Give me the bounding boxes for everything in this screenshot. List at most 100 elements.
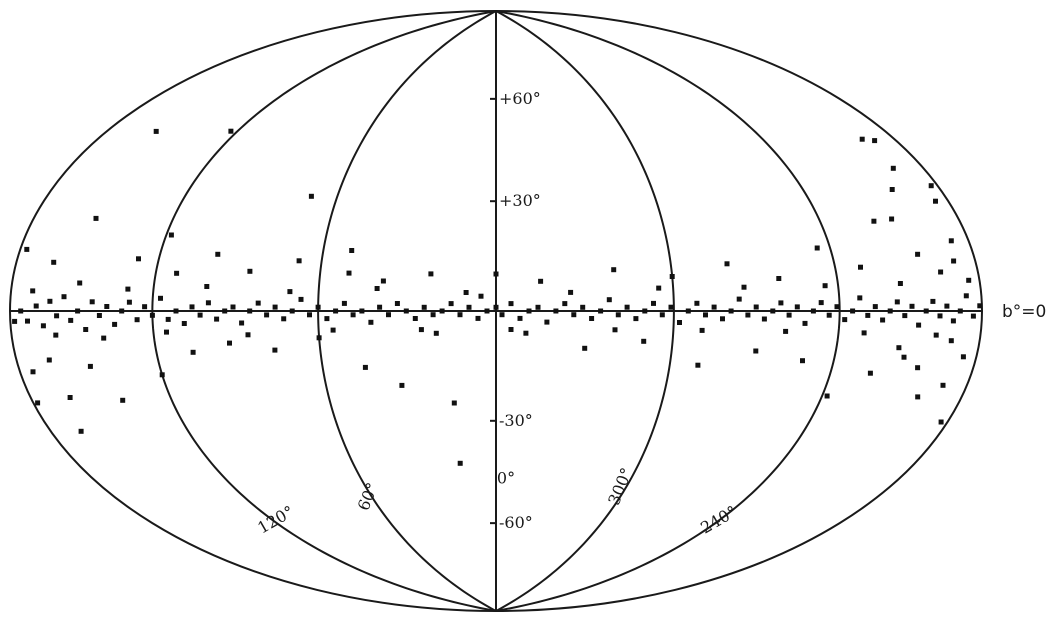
data-point: [668, 304, 674, 310]
data-point: [699, 327, 705, 333]
data-point: [786, 312, 792, 318]
data-point: [624, 304, 630, 310]
data-point: [889, 216, 895, 222]
data-point: [418, 327, 424, 333]
data-point: [181, 321, 187, 326]
data-point: [770, 308, 776, 314]
data-point: [783, 328, 789, 334]
data-point: [173, 308, 179, 314]
data-point: [826, 312, 832, 318]
data-point: [568, 289, 574, 295]
data-point: [255, 300, 261, 306]
data-point: [685, 308, 691, 314]
data-point: [960, 354, 966, 360]
data-point: [204, 284, 210, 289]
data-point: [880, 317, 886, 323]
data-point: [957, 308, 963, 314]
data-point: [508, 301, 514, 307]
data-point: [380, 278, 386, 284]
data-point: [205, 300, 211, 306]
data-point: [35, 400, 41, 406]
data-point: [493, 271, 499, 277]
data-point: [451, 400, 457, 406]
data-point: [887, 308, 893, 314]
data-point: [938, 419, 944, 425]
data-point: [30, 369, 36, 375]
data-point: [104, 304, 110, 309]
data-points: [12, 128, 983, 466]
data-point: [272, 304, 278, 310]
coordinate-grid: [9, 10, 983, 612]
data-point: [119, 308, 125, 314]
data-point: [222, 308, 228, 314]
data-point: [582, 345, 588, 351]
data-point: [948, 338, 954, 344]
data-point: [78, 428, 84, 434]
data-point: [448, 301, 454, 307]
data-point: [189, 304, 195, 310]
data-point: [394, 301, 400, 306]
data-point: [67, 395, 73, 400]
data-point: [901, 354, 907, 360]
data-point: [745, 312, 751, 318]
data-point: [850, 308, 856, 314]
data-point: [281, 316, 287, 322]
data-point: [728, 308, 734, 314]
data-point: [694, 300, 700, 306]
data-point: [508, 327, 514, 332]
data-point: [125, 286, 131, 292]
data-point: [872, 138, 878, 144]
data-point: [120, 397, 126, 403]
data-point: [428, 271, 434, 277]
data-point: [703, 312, 708, 318]
data-point: [54, 313, 60, 319]
data-point: [47, 298, 53, 304]
data-point: [18, 308, 24, 314]
data-point: [615, 312, 621, 318]
data-point: [316, 335, 322, 341]
data-point: [33, 303, 39, 309]
data-point: [264, 312, 270, 318]
data-point: [937, 313, 943, 319]
data-point: [12, 318, 18, 324]
data-point: [800, 358, 805, 364]
lat-label: +60°: [499, 89, 541, 108]
data-point: [834, 304, 840, 310]
data-point: [230, 304, 236, 310]
data-point: [51, 259, 57, 265]
data-point: [598, 308, 604, 314]
data-point: [61, 294, 67, 300]
data-point: [736, 296, 742, 302]
data-point: [896, 345, 902, 351]
data-point: [287, 289, 293, 295]
data-point: [93, 215, 99, 221]
lat-label: -30°: [499, 411, 533, 430]
data-point: [915, 394, 921, 400]
data-point: [753, 304, 759, 310]
data-point: [897, 281, 903, 286]
data-point: [68, 317, 74, 323]
data-point: [101, 335, 107, 341]
data-point: [824, 393, 830, 399]
data-point: [330, 327, 336, 333]
data-point: [761, 316, 767, 322]
data-point: [641, 338, 647, 344]
data-point: [822, 283, 828, 289]
data-point: [923, 308, 929, 314]
data-point: [778, 300, 784, 306]
data-point: [915, 251, 921, 257]
data-point: [272, 347, 278, 353]
data-point: [296, 258, 302, 264]
data-point: [349, 248, 355, 253]
data-point: [374, 286, 380, 291]
data-point: [909, 303, 915, 309]
data-point: [87, 363, 93, 369]
data-point: [535, 304, 541, 310]
data-point: [523, 330, 529, 336]
data-point: [346, 270, 352, 276]
data-point: [794, 304, 800, 310]
data-point: [227, 340, 232, 346]
data-point: [970, 313, 976, 319]
data-point: [711, 304, 717, 310]
data-point: [606, 297, 612, 303]
